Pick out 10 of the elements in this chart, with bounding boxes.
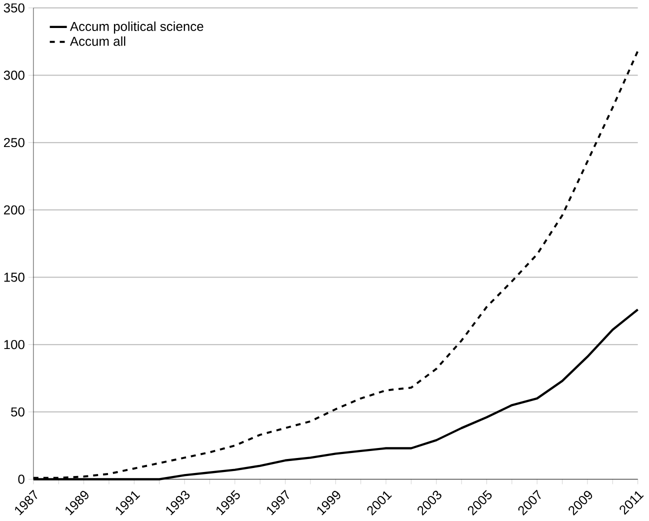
y-tick-label: 300: [4, 70, 24, 80]
legend-label: Accum political science: [70, 22, 204, 34]
y-tick-label: 200: [4, 205, 24, 215]
y-tick-label: 100: [4, 340, 24, 350]
y-tick-label: 0: [18, 474, 24, 484]
legend-label: Accum all: [70, 36, 126, 46]
y-tick-label: 150: [4, 272, 24, 282]
y-tick-label: 350: [4, 3, 24, 13]
y-tick-label: 50: [11, 407, 24, 417]
y-tick-label: 250: [4, 138, 24, 148]
